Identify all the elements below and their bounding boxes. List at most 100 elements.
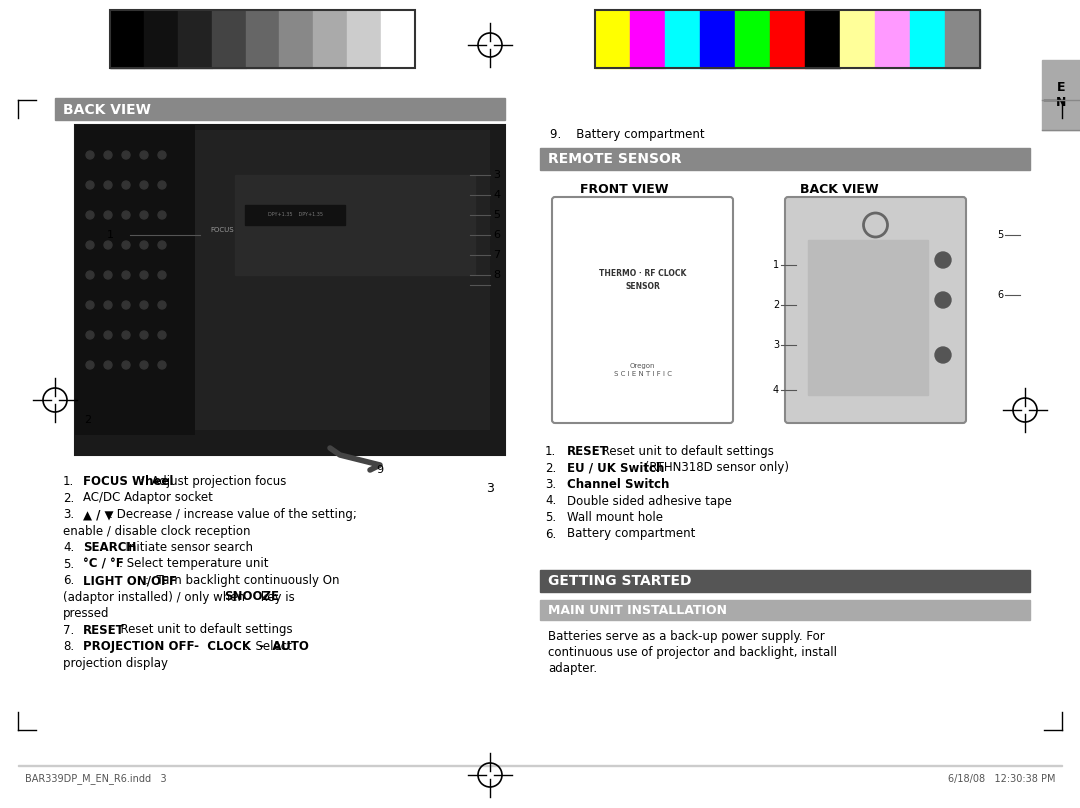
Text: 3: 3: [773, 340, 779, 350]
Circle shape: [104, 271, 112, 279]
Text: 4: 4: [773, 385, 779, 395]
Text: :  Adjust projection focus: : Adjust projection focus: [140, 475, 286, 488]
Circle shape: [158, 151, 166, 159]
Text: 2.: 2.: [545, 461, 556, 474]
Text: AC/DC Adaptor socket: AC/DC Adaptor socket: [83, 491, 213, 504]
Text: BACK VIEW: BACK VIEW: [63, 103, 151, 117]
Text: EU / UK Switch: EU / UK Switch: [567, 461, 664, 474]
Text: E
N: E N: [1056, 81, 1066, 109]
Text: 4: 4: [492, 190, 500, 200]
Circle shape: [104, 331, 112, 339]
Circle shape: [122, 271, 130, 279]
Circle shape: [158, 211, 166, 219]
Text: key is: key is: [257, 591, 295, 604]
Text: 1: 1: [773, 260, 779, 270]
Circle shape: [86, 241, 94, 249]
Text: 6: 6: [997, 290, 1003, 300]
Circle shape: [140, 271, 148, 279]
Bar: [110, 10, 415, 68]
Text: Double sided adhesive tape: Double sided adhesive tape: [567, 494, 732, 507]
Bar: [540, 600, 1030, 620]
Circle shape: [122, 361, 130, 369]
Text: 6.: 6.: [63, 574, 75, 587]
Text: 4.: 4.: [545, 494, 556, 507]
Text: ▲ / ▼: ▲ / ▼: [83, 508, 113, 521]
Text: 6: 6: [492, 230, 500, 240]
Circle shape: [140, 361, 148, 369]
Circle shape: [935, 292, 951, 308]
Text: DPY+1.35    DPY+1.35: DPY+1.35 DPY+1.35: [268, 213, 323, 217]
Bar: [144, 10, 178, 68]
Bar: [235, 175, 475, 275]
Circle shape: [86, 331, 94, 339]
Text: FRONT VIEW: FRONT VIEW: [580, 183, 669, 196]
Text: 8.: 8.: [63, 640, 75, 653]
Circle shape: [86, 301, 94, 309]
Text: THERMO · RF CLOCK
SENSOR: THERMO · RF CLOCK SENSOR: [598, 269, 686, 291]
Text: Battery compartment: Battery compartment: [567, 528, 696, 541]
Bar: [55, 98, 505, 120]
Bar: [665, 10, 700, 68]
Text: 8: 8: [492, 270, 500, 280]
Circle shape: [158, 271, 166, 279]
Bar: [245, 205, 345, 225]
Bar: [313, 10, 348, 68]
Text: : Decrease / increase value of the setting;: : Decrease / increase value of the setti…: [109, 508, 356, 521]
Circle shape: [935, 347, 951, 363]
Text: 6/18/08   12:30:38 PM: 6/18/08 12:30:38 PM: [947, 774, 1055, 784]
Bar: [540, 570, 1030, 592]
Circle shape: [122, 331, 130, 339]
Bar: [805, 10, 840, 68]
FancyBboxPatch shape: [785, 197, 966, 423]
Circle shape: [935, 252, 951, 268]
Circle shape: [140, 241, 148, 249]
Circle shape: [104, 151, 112, 159]
Bar: [18, 765, 1062, 766]
Circle shape: [122, 301, 130, 309]
FancyBboxPatch shape: [552, 197, 733, 423]
Circle shape: [86, 151, 94, 159]
Bar: [178, 10, 212, 68]
Text: 2: 2: [773, 300, 779, 310]
Text: (adaptor installed) / only when: (adaptor installed) / only when: [63, 591, 248, 604]
Text: : Reset unit to default settings: : Reset unit to default settings: [594, 445, 773, 458]
Text: Wall mount hole: Wall mount hole: [567, 511, 663, 524]
Bar: [700, 10, 735, 68]
Text: 3: 3: [492, 170, 500, 180]
Circle shape: [140, 181, 148, 189]
Text: LIGHT ON/OFF: LIGHT ON/OFF: [83, 574, 177, 587]
Text: Channel Switch: Channel Switch: [567, 478, 670, 491]
Text: projection display: projection display: [63, 656, 168, 670]
Bar: [75, 125, 505, 455]
Circle shape: [122, 211, 130, 219]
Text: 5: 5: [997, 230, 1003, 240]
Text: BACK VIEW: BACK VIEW: [800, 183, 879, 196]
Text: :  Reset unit to default settings: : Reset unit to default settings: [109, 624, 293, 637]
Circle shape: [122, 151, 130, 159]
Text: Oregon
S C I E N T I F I C: Oregon S C I E N T I F I C: [613, 363, 672, 377]
Text: (RTHN318D sensor only): (RTHN318D sensor only): [642, 461, 789, 474]
Text: enable / disable clock reception: enable / disable clock reception: [63, 524, 251, 537]
Text: continuous use of projector and backlight, install: continuous use of projector and backligh…: [548, 646, 837, 659]
Text: 9: 9: [377, 465, 383, 475]
Bar: [110, 10, 144, 68]
Circle shape: [104, 181, 112, 189]
Bar: [910, 10, 945, 68]
Circle shape: [86, 271, 94, 279]
Text: REMOTE SENSOR: REMOTE SENSOR: [548, 152, 681, 166]
Circle shape: [158, 241, 166, 249]
Bar: [540, 148, 1030, 170]
Bar: [75, 125, 195, 435]
Circle shape: [140, 211, 148, 219]
Bar: [381, 10, 415, 68]
Bar: [808, 240, 928, 395]
Circle shape: [140, 151, 148, 159]
Text: 5: 5: [492, 210, 500, 220]
Bar: [280, 10, 313, 68]
Text: 3.: 3.: [63, 508, 75, 521]
Text: 5.: 5.: [63, 558, 75, 570]
Bar: [945, 10, 980, 68]
Bar: [875, 10, 910, 68]
Circle shape: [140, 331, 148, 339]
Bar: [735, 10, 770, 68]
